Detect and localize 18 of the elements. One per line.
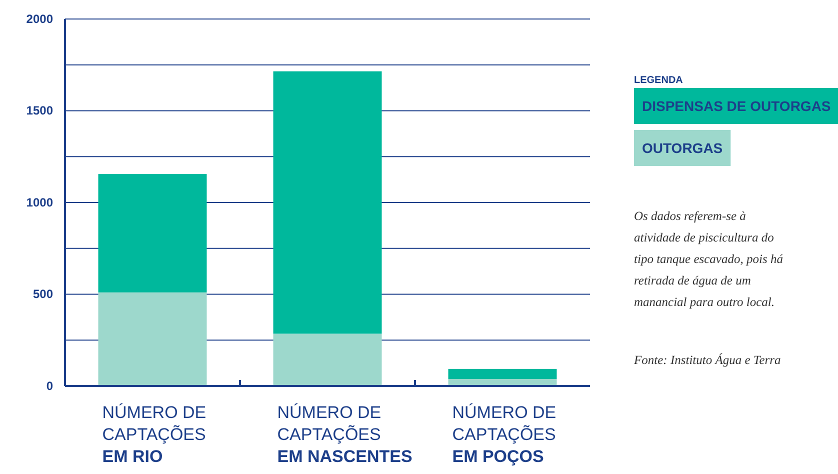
bar [448, 368, 557, 380]
bar [273, 71, 382, 334]
y-tick-label: 1000 [26, 195, 54, 210]
y-tick-label: 2000 [26, 12, 54, 26]
source-note: Fonte: Instituto Água e Terra [633, 353, 781, 367]
bar [98, 174, 207, 292]
y-tick-label: 0 [46, 378, 54, 393]
bar [273, 334, 382, 386]
text: Os dados referem-se à atividade de piscicultura do tipo tanque escavado, pois há retirada de água de um manancial para outro local. [634, 209, 783, 309]
x-tick-label: NÚMERO DE CAPTAÇÕES EM RIO [102, 403, 206, 466]
text: DISPENSAS DE OUTORGAS [642, 98, 831, 114]
y-tick-label: 500 [32, 287, 54, 302]
legend-title: LEGENDA [634, 75, 683, 86]
bar [98, 292, 207, 386]
text: OUTORGAS [642, 140, 723, 156]
x-tick-label: NÚMERO DE CAPTAÇÕES EM NASCENTES [277, 403, 412, 466]
y-tick-label: 1500 [26, 104, 54, 118]
x-tick-label: NÚMERO DE CAPTAÇÕES EM POÇOS [452, 403, 556, 466]
